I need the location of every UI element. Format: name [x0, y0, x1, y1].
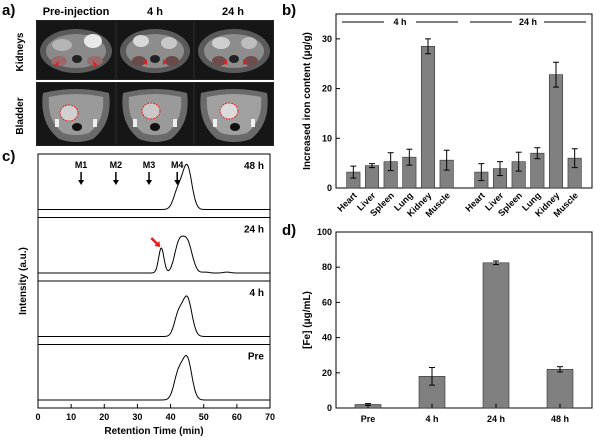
bar: [364, 165, 380, 189]
y-axis-label: [Fe] (μg/mL): [302, 291, 313, 349]
x-tick-label: 20: [99, 412, 109, 422]
mri-bladder-4h: [116, 82, 194, 146]
trace-line: [38, 235, 270, 274]
category-label: 4 h: [425, 414, 438, 424]
trace-label: 24 h: [244, 225, 264, 236]
category-label: Pre: [361, 414, 376, 424]
trace-label: Pre: [248, 352, 265, 363]
row-label-bladder: Bladder: [15, 97, 26, 134]
red-arrow-head: [154, 240, 161, 247]
trace-line: [38, 163, 270, 210]
y-tick-label: 30: [322, 34, 332, 44]
y-tick-label: 40: [322, 333, 332, 343]
row-label-kidneys: Kidneys: [15, 32, 26, 71]
y-tick-label: 100: [317, 227, 332, 237]
x-tick-label: 50: [199, 412, 209, 422]
panel-b-letter: b): [282, 2, 297, 19]
x-tick-label: 60: [232, 412, 242, 422]
marker-arrow-head: [78, 180, 85, 185]
y-tick-label: 0: [327, 403, 332, 413]
y-tick-label: 20: [322, 84, 332, 94]
group-label-bg: [384, 16, 416, 28]
col-header-pre: Pre-injection: [42, 6, 110, 18]
y-axis-label: Intensity (a.u.): [18, 247, 29, 315]
col-header-24h: 24 h: [221, 6, 244, 18]
category-label: Heart: [335, 190, 358, 213]
marker-label: M1: [75, 160, 88, 170]
trace-line: [38, 295, 270, 337]
marker-label: M4: [171, 160, 184, 170]
x-tick-label: 40: [166, 412, 176, 422]
x-axis-label: Retention Time (min): [104, 426, 203, 437]
marker-arrow-head: [112, 180, 119, 185]
row-labels: Kidneys Bladder: [15, 32, 26, 135]
mri-kidney-pre: [36, 20, 116, 80]
mri-kidney-24h: [194, 20, 274, 80]
y-tick-label: 80: [322, 262, 332, 272]
category-label: Heart: [463, 190, 486, 213]
bar: [546, 368, 574, 409]
panel-d-letter: d): [282, 222, 297, 239]
y-tick-label: 10: [322, 133, 332, 143]
trace-line: [38, 354, 270, 401]
x-tick-label: 0: [35, 412, 40, 422]
y-tick-label: 20: [322, 368, 332, 378]
group-label: 24 h: [519, 17, 537, 27]
x-tick-label: 30: [132, 412, 142, 422]
bar: [482, 262, 510, 409]
bar: [420, 46, 436, 189]
marker-label: M2: [110, 160, 123, 170]
group-label: 4 h: [393, 17, 406, 27]
y-tick-label: 0: [327, 183, 332, 193]
panel-c-letter: c): [2, 148, 16, 165]
y-tick-label: 60: [322, 297, 332, 307]
trace-label: 4 h: [250, 288, 264, 299]
bar: [548, 74, 564, 189]
chart-c-chromatogram: 0 10 20 30 40 50 60 70 Retention Time (min) Inten…: [18, 153, 275, 437]
plot-frame: [335, 231, 593, 409]
marker-label: M3: [143, 160, 156, 170]
x-tick-label: 10: [66, 412, 76, 422]
marker-arrow-head: [146, 180, 153, 185]
mri-bladder-24h: [194, 82, 274, 146]
x-tick-label: 70: [265, 412, 275, 422]
y-axis-label: Increased iron content (μg/g): [302, 32, 313, 170]
marker-arrow-head: [174, 180, 181, 185]
col-header-4h: 4 h: [147, 6, 163, 18]
category-label: 48 h: [551, 414, 569, 424]
category-label: 24 h: [487, 414, 505, 424]
plot-frame: [335, 13, 593, 189]
panel-a-letter: a): [2, 2, 16, 19]
group-label-bg: [512, 16, 544, 28]
trace-label: 48 h: [244, 161, 264, 172]
mri-kidney-4h: [116, 20, 194, 80]
chart-b-iron-content: 0 10 20 30 Increased iron content (μg/g) 4 h H…: [302, 13, 593, 219]
mri-bladder-pre: [36, 82, 116, 146]
chart-d-fe-concentration: 0 20 40 60 80 100 [Fe] (μg/mL) Pre 4 h 24 h 48 h: [302, 227, 593, 424]
